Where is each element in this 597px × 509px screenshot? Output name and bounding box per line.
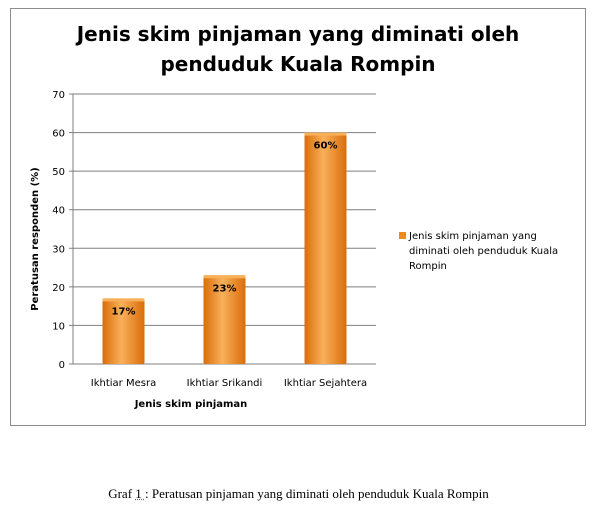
caption-text: : Peratusan pinjaman yang diminati oleh …	[145, 486, 489, 501]
legend-swatch	[399, 232, 406, 239]
legend: Jenis skim pinjaman yang diminati oleh p…	[399, 231, 558, 272]
figure-caption: Graf 1 : Peratusan pinjaman yang diminat…	[0, 486, 597, 502]
x-tick-label: Ikhtiar Srikandi	[187, 378, 263, 389]
bar	[102, 298, 145, 364]
y-tick-label: 30	[52, 244, 65, 255]
chart-frame: Jenis skim pinjaman yang diminati oleh p…	[10, 8, 586, 426]
chart-title-line-1: Jenis skim pinjaman yang diminati oleh	[75, 22, 520, 46]
data-label: 23%	[213, 283, 237, 294]
y-tick-label: 50	[52, 167, 65, 178]
y-tick-label: 20	[52, 283, 65, 294]
legend-label-line-1: Jenis skim pinjaman yang	[408, 231, 537, 242]
bar	[203, 275, 246, 364]
y-tick-label: 0	[59, 360, 65, 371]
x-tick-label: Ikhtiar Sejahtera	[284, 378, 367, 389]
bar-top-highlight	[203, 275, 246, 279]
x-axis-ticks: Ikhtiar Mesra Ikhtiar Srikandi Ikhtiar Sej…	[91, 378, 367, 389]
y-axis-ticks: 0 10 20 30 40 50 60 70	[52, 90, 65, 371]
y-tick-label: 40	[52, 206, 65, 217]
chart-title-line-2: penduduk Kuala Rompin	[160, 52, 435, 76]
data-label: 17%	[112, 306, 136, 317]
x-axis-title: Jenis skim pinjaman	[134, 399, 248, 410]
y-axis-title: Peratusan responden (%)	[30, 167, 41, 311]
legend-label-line-2: diminati oleh penduduk Kuala	[409, 246, 558, 257]
caption-number: 1	[135, 486, 146, 501]
legend-label-line-3: Rompin	[409, 261, 447, 272]
y-tick-label: 60	[52, 129, 65, 140]
bar-top-highlight	[102, 298, 145, 302]
y-tick-label: 70	[52, 90, 65, 101]
y-tick-label: 10	[52, 321, 65, 332]
x-tick-label: Ikhtiar Mesra	[91, 378, 156, 389]
bar-top-highlight	[304, 132, 347, 136]
caption-prefix: Graf	[108, 486, 136, 501]
bar-chart: Jenis skim pinjaman yang diminati oleh p…	[30, 22, 558, 410]
bars: 17% 23% 60%	[102, 132, 347, 364]
bar	[304, 132, 347, 364]
data-label: 60%	[314, 141, 338, 152]
